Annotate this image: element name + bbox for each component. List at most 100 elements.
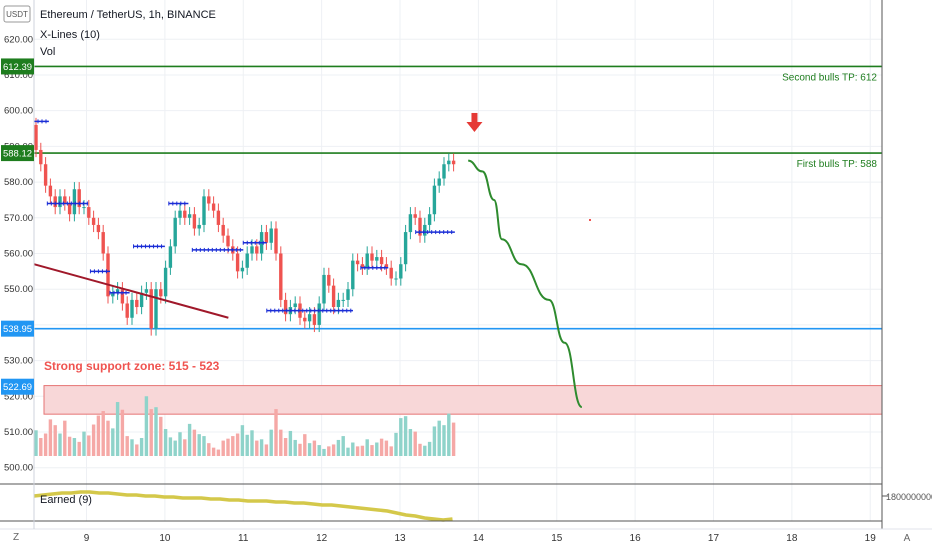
time-axis[interactable]: 9 10 11 12 13 14 15 16 17 18 19 Z A (13, 532, 911, 544)
volume-bar (216, 449, 221, 456)
currency-badge (3, 5, 31, 23)
candle (72, 182, 77, 222)
candle-body (63, 196, 67, 204)
price-axis[interactable]: 500.00510.00520.00530.00540.00550.00560.… (3, 5, 33, 474)
candle-body (274, 228, 278, 254)
volume-bar (370, 445, 374, 456)
volume-bar (283, 438, 288, 456)
horizontal-levels: Second bulls TP: 612 First bulls TP: 588 (34, 65, 882, 330)
volume-bar (48, 419, 53, 456)
time-tick-label: 13 (394, 533, 406, 544)
volume-bar (159, 416, 163, 456)
candle-body (39, 149, 43, 165)
price-tick-label: 520.00 (4, 391, 33, 402)
volume-bar (264, 444, 269, 456)
volume-bar (197, 434, 201, 456)
candle (375, 249, 379, 268)
volume-bar (67, 436, 72, 456)
volume-bar (240, 425, 245, 456)
price-label-text: 588.12 (3, 149, 32, 160)
candle (317, 296, 321, 333)
a-label: A (904, 533, 911, 544)
candle-body (216, 210, 221, 225)
time-tick-label: 15 (551, 533, 563, 544)
volume-bar (149, 409, 153, 456)
volume-bar (331, 444, 336, 456)
symbol-title[interactable]: Ethereum / TetherUS, 1h, BINANCE (40, 9, 216, 21)
candle (96, 217, 101, 240)
currency-label: USDT (6, 10, 28, 19)
candle-body (72, 189, 77, 215)
volume-bar (139, 438, 144, 456)
volume-bar (346, 447, 350, 456)
candle-body (375, 257, 379, 261)
candle (447, 153, 451, 172)
candle-body (144, 289, 149, 293)
volume-bar (173, 440, 177, 456)
oscillator-line (33, 490, 453, 522)
candle (245, 246, 249, 275)
candle-body (77, 189, 81, 208)
volume-bar (43, 433, 48, 456)
candle (207, 189, 211, 211)
oscillator-label[interactable]: Earned (9) (40, 494, 92, 506)
volume-bar (408, 429, 413, 456)
oscillator-pane: 1800000000 (0, 483, 932, 522)
volume-bar (72, 438, 77, 456)
candle (408, 207, 413, 240)
candle-body (91, 217, 96, 225)
candle-body (250, 246, 254, 254)
candle-body (312, 314, 317, 325)
level-label: First bulls TP: 588 (797, 159, 878, 170)
volume-bar (269, 429, 273, 456)
volume-bar (250, 430, 254, 456)
candle-body (379, 257, 384, 265)
candle-body (159, 289, 163, 297)
volume-label[interactable]: Vol (40, 46, 56, 58)
indicator-label[interactable]: X-Lines (10) (40, 29, 100, 41)
volume-bar (298, 443, 302, 456)
volume-bar (307, 443, 312, 456)
candle (202, 189, 206, 233)
candle-body (202, 196, 206, 225)
volume-bar (63, 420, 67, 456)
candle-body (389, 267, 393, 279)
volume-bar (355, 446, 360, 456)
candle-body (427, 214, 432, 225)
volume-bar (327, 446, 331, 456)
volume-bar (418, 443, 422, 456)
arrow-down-icon[interactable] (466, 112, 483, 132)
candle (192, 207, 197, 236)
candle-body (226, 235, 230, 247)
candle (139, 285, 144, 315)
candle (149, 282, 153, 336)
candle-body (101, 232, 105, 254)
volume-bar (365, 439, 369, 456)
volume-bar (226, 438, 230, 456)
trendline[interactable] (33, 263, 229, 319)
volume-bar (130, 439, 134, 456)
candle-body (365, 253, 369, 268)
candle (183, 203, 187, 225)
volume-bar (389, 446, 393, 456)
price-label-box (1, 378, 34, 395)
candle (413, 207, 417, 225)
candle-body (269, 228, 273, 243)
candle-body (451, 160, 456, 165)
candle (451, 153, 456, 172)
candle-body (163, 267, 168, 297)
candle-body (120, 289, 125, 304)
candle (437, 171, 441, 193)
candle (106, 246, 110, 304)
candle (235, 246, 240, 279)
forecast-path[interactable] (468, 159, 583, 409)
candle (442, 157, 446, 186)
volume-bar (245, 434, 249, 456)
time-tick-label: 19 (865, 533, 877, 544)
candle (101, 224, 105, 261)
volume-bar (447, 413, 451, 456)
candle (77, 182, 81, 215)
candle-body (437, 178, 441, 186)
